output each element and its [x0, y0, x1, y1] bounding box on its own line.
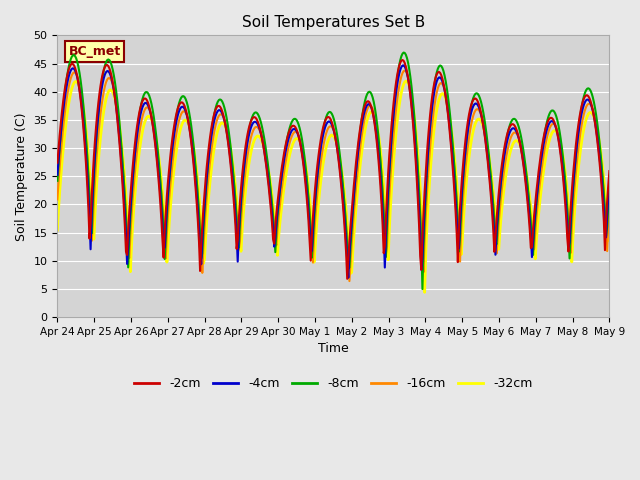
Y-axis label: Soil Temperature (C): Soil Temperature (C)	[15, 112, 28, 240]
X-axis label: Time: Time	[318, 342, 349, 356]
Legend: -2cm, -4cm, -8cm, -16cm, -32cm: -2cm, -4cm, -8cm, -16cm, -32cm	[129, 372, 538, 396]
Title: Soil Temperatures Set B: Soil Temperatures Set B	[242, 15, 425, 30]
Text: BC_met: BC_met	[68, 45, 121, 58]
